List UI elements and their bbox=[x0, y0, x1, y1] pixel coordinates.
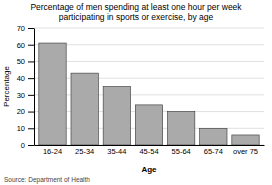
tick-label: 25-34 bbox=[75, 147, 94, 156]
bar bbox=[135, 105, 162, 145]
tick-label: 45-54 bbox=[139, 147, 158, 156]
axis-line bbox=[34, 29, 35, 146]
bars bbox=[39, 43, 259, 145]
tick: 30 bbox=[17, 91, 34, 100]
tick: 65-74 bbox=[204, 145, 223, 156]
tick-label: 40 bbox=[17, 74, 25, 83]
bar bbox=[103, 87, 130, 146]
tick-line bbox=[28, 61, 34, 62]
chart: 16-24 25-34 35-44 45-54 55-64 65-74 over 75 0 10… bbox=[0, 0, 272, 185]
bar bbox=[200, 128, 227, 145]
axis-line bbox=[35, 145, 265, 146]
grid-line bbox=[34, 78, 264, 79]
tick-label: 0 bbox=[21, 141, 25, 150]
grid-line bbox=[34, 28, 264, 29]
tick-line bbox=[28, 128, 34, 129]
tick-label: 70 bbox=[17, 24, 25, 33]
tick-label: 55-64 bbox=[172, 147, 191, 156]
tick: 70 bbox=[17, 24, 34, 33]
tick-label: 50 bbox=[17, 57, 25, 66]
tick: 20 bbox=[17, 107, 34, 116]
grid-line bbox=[34, 94, 264, 95]
tick-line bbox=[28, 145, 34, 146]
bar bbox=[71, 73, 98, 145]
tick-label: 65-74 bbox=[204, 147, 223, 156]
tick-label: 35-44 bbox=[107, 147, 126, 156]
tick: 35-44 bbox=[107, 145, 126, 156]
tick-line bbox=[28, 112, 34, 113]
tick-label: over 75 bbox=[233, 147, 258, 156]
grid-line bbox=[34, 44, 264, 45]
tick-label: 30 bbox=[17, 91, 25, 100]
tick: 50 bbox=[17, 57, 34, 66]
plot: 16-24 25-34 35-44 45-54 55-64 65-74 over 75 0 10… bbox=[17, 24, 265, 156]
annotation: Source: Department of Health bbox=[4, 176, 90, 184]
tick-label: 60 bbox=[17, 41, 25, 50]
tick: 60 bbox=[17, 41, 34, 50]
title: Percentage of men spending at least one … bbox=[30, 2, 242, 22]
bar bbox=[39, 43, 66, 145]
tick-label: 20 bbox=[17, 107, 25, 116]
tick-line bbox=[28, 95, 34, 96]
tick: 25-34 bbox=[75, 145, 94, 156]
tick: 16-24 bbox=[43, 145, 62, 156]
tick: over 75 bbox=[233, 145, 258, 156]
grid bbox=[34, 28, 264, 145]
x-label: Age bbox=[141, 165, 157, 174]
tick: 0 bbox=[21, 141, 34, 150]
bar bbox=[167, 112, 194, 145]
tick-line bbox=[28, 45, 34, 46]
tick: 45-54 bbox=[139, 145, 158, 156]
tick-line bbox=[28, 28, 34, 29]
tick-label: 16-24 bbox=[43, 147, 62, 156]
tick-label: 10 bbox=[17, 124, 25, 133]
y-label: Percentage bbox=[2, 65, 11, 106]
tick-line bbox=[28, 78, 34, 79]
bar bbox=[232, 135, 259, 145]
tick: 10 bbox=[17, 124, 34, 133]
tick: 40 bbox=[17, 74, 34, 83]
y-axis: 0 10 20 30 40 50 60 70 bbox=[17, 24, 35, 150]
tick: 55-64 bbox=[172, 145, 191, 156]
grid-line bbox=[34, 61, 264, 62]
x-axis: 16-24 25-34 35-44 45-54 55-64 65-74 over 75 bbox=[35, 145, 265, 156]
